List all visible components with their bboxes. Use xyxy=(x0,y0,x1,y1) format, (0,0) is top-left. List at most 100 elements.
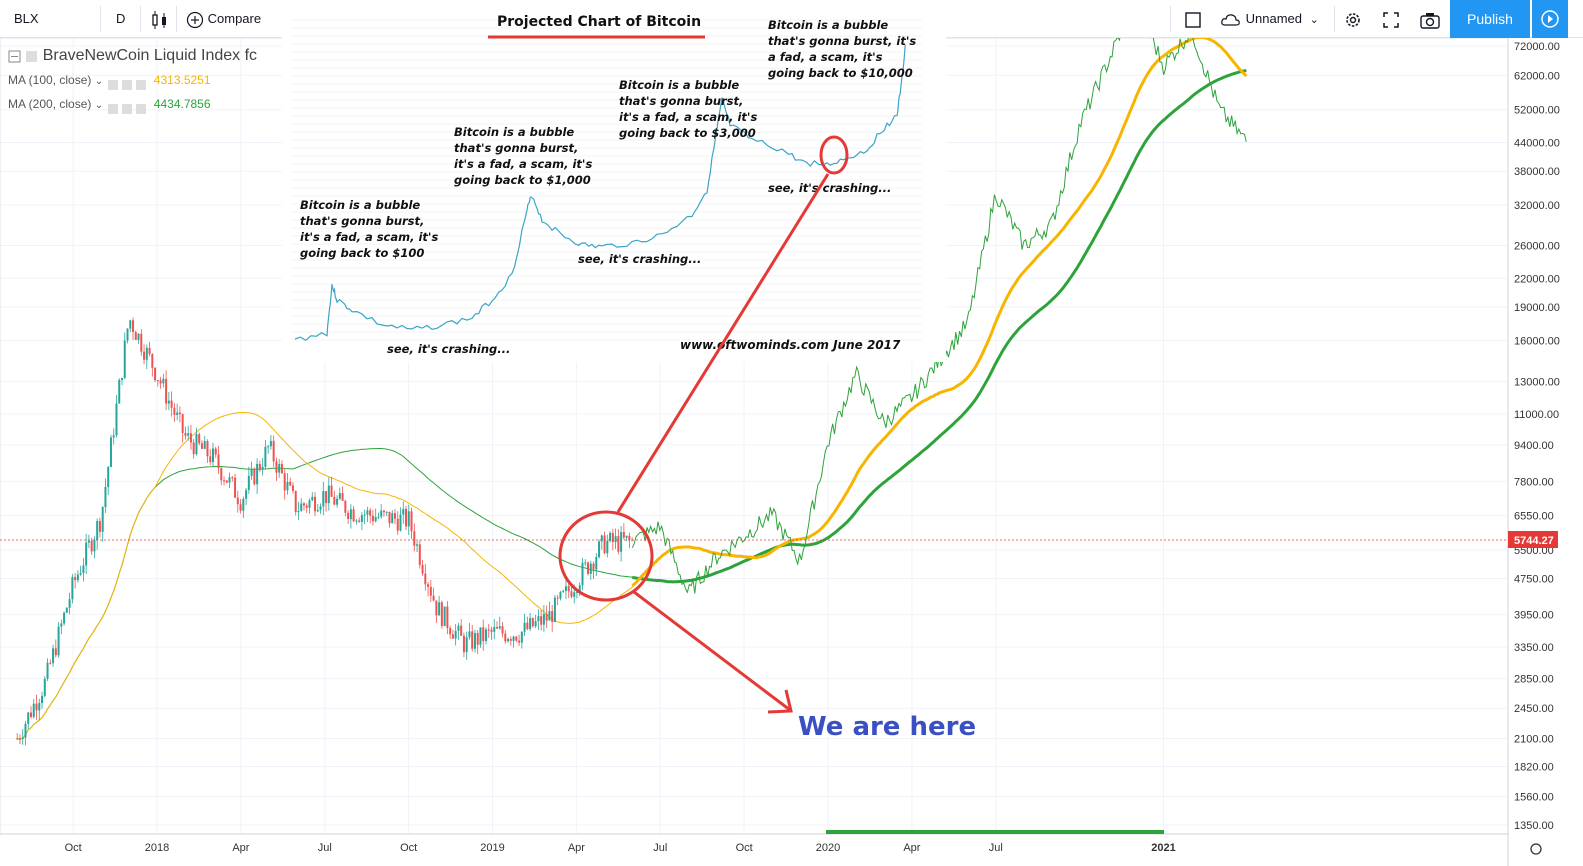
symbol-logo-icon xyxy=(26,50,38,62)
candle-body xyxy=(294,490,297,513)
candle-body xyxy=(559,591,562,599)
price-tick-label: 9400.00 xyxy=(1514,440,1554,452)
candle-body xyxy=(129,320,132,329)
legend-ma200-row[interactable]: MA (200, close) ⌄ 4434.7856 xyxy=(8,92,257,116)
symbol-search[interactable]: BLX xyxy=(14,11,39,26)
price-tick-label: 2450.00 xyxy=(1514,703,1554,715)
candle-body xyxy=(402,508,405,515)
candle-body xyxy=(407,511,410,527)
candle-body xyxy=(159,380,162,384)
price-chart[interactable]: 72000.00 62000.00 52000.00 44000.00 38000.00… xyxy=(0,38,1583,866)
time-tick-label: 2020 xyxy=(816,842,840,854)
candle-body xyxy=(606,540,609,554)
candle-body xyxy=(112,435,115,438)
candle-body xyxy=(537,616,540,622)
candle-body xyxy=(542,613,545,625)
collapse-icon[interactable] xyxy=(8,50,22,64)
interval-button[interactable]: D xyxy=(116,11,126,26)
compare-button[interactable]: Compare xyxy=(186,0,261,38)
ma200-value: 4434.7856 xyxy=(153,97,211,111)
price-tick-label: 26000.00 xyxy=(1514,241,1560,253)
indicator-controls[interactable] xyxy=(106,75,150,90)
candle-body xyxy=(148,347,151,354)
candle-body xyxy=(363,514,366,516)
candle-body xyxy=(603,535,606,554)
candle-body xyxy=(143,351,146,360)
candle-body xyxy=(460,625,463,636)
price-axis[interactable]: 72000.00 62000.00 52000.00 44000.00 38000.00… xyxy=(1514,41,1560,832)
layout-name: Unnamed xyxy=(1245,11,1302,26)
gear-icon[interactable] xyxy=(1530,843,1542,855)
candle-body xyxy=(63,612,66,624)
candle-body xyxy=(162,378,165,384)
price-tick-label: 16000.00 xyxy=(1514,336,1560,348)
candle-body xyxy=(109,437,112,467)
candle-body xyxy=(316,509,319,512)
candle-body xyxy=(622,532,625,538)
candle-body xyxy=(570,591,573,597)
candle-body xyxy=(446,606,449,629)
candle-body xyxy=(195,434,198,455)
time-tick-label: 2021 xyxy=(1151,842,1175,854)
divider xyxy=(1334,6,1335,32)
snapshot-button[interactable] xyxy=(1419,0,1441,38)
chevron-down-icon[interactable]: ⌄ xyxy=(94,76,104,87)
candle-body xyxy=(382,510,385,513)
chart-type-button[interactable] xyxy=(151,0,169,38)
time-tick-label: Jul xyxy=(653,842,667,854)
fullscreen-button[interactable] xyxy=(1382,0,1400,38)
candle-body xyxy=(427,584,430,587)
plus-circle-icon xyxy=(186,11,204,28)
candle-body xyxy=(628,535,631,540)
candle-body xyxy=(578,585,581,592)
candle-body xyxy=(553,597,556,623)
candle-body xyxy=(438,602,441,616)
time-axis[interactable]: Oct 2018 Apr Jul Oct 2019 Apr Jul Oct 2020 Apr Jul 2… xyxy=(65,842,1176,854)
settings-button[interactable] xyxy=(1343,0,1363,38)
candle-body xyxy=(181,414,184,433)
candle-body xyxy=(598,541,601,558)
current-price-badge xyxy=(1508,531,1558,548)
candle-body xyxy=(90,540,93,552)
divider xyxy=(1170,6,1171,32)
candle-body xyxy=(96,521,99,541)
candle-body xyxy=(261,466,264,470)
candle-body xyxy=(529,618,532,629)
candle-body xyxy=(457,625,460,631)
candle-body xyxy=(43,678,46,696)
ma100-hist xyxy=(17,411,633,740)
layout-name-button[interactable]: Unnamed ⌄ xyxy=(1220,0,1319,38)
candle-body xyxy=(595,557,598,570)
candle-body xyxy=(32,703,35,717)
candle-body xyxy=(126,328,129,341)
price-tick-label: 1560.00 xyxy=(1514,792,1554,804)
time-tick-label: Oct xyxy=(65,842,82,854)
legend-title-row: BraveNewCoin Liquid Index fc xyxy=(8,44,257,68)
eye-gear-close-icons[interactable] xyxy=(106,79,150,91)
candle-body xyxy=(198,434,201,444)
time-tick-label: Apr xyxy=(903,842,920,854)
candle-body xyxy=(289,481,292,486)
candle-body xyxy=(46,662,49,679)
eye-gear-close-icons[interactable] xyxy=(106,103,150,115)
candle-body xyxy=(145,347,148,360)
candle-body xyxy=(35,703,38,711)
settings-corner[interactable] xyxy=(1530,843,1542,855)
candle-body xyxy=(405,508,408,527)
candle-body xyxy=(68,599,71,608)
chevron-down-icon[interactable]: ⌄ xyxy=(94,100,104,111)
publish-button[interactable]: Publish xyxy=(1450,0,1530,38)
candle-body xyxy=(336,498,339,505)
candle-body xyxy=(360,515,363,522)
candle-body xyxy=(209,456,212,463)
candle-body xyxy=(587,562,590,574)
play-button[interactable] xyxy=(1532,0,1568,38)
candle-body xyxy=(413,531,416,546)
select-layout-button[interactable] xyxy=(1184,0,1202,38)
legend-ma100-row[interactable]: MA (100, close) ⌄ 4313.5251 xyxy=(8,68,257,92)
candle-body xyxy=(16,738,19,740)
candle-body xyxy=(341,493,344,501)
candle-body xyxy=(234,477,237,498)
price-tick-label: 22000.00 xyxy=(1514,273,1560,285)
indicator-controls[interactable] xyxy=(106,99,150,114)
